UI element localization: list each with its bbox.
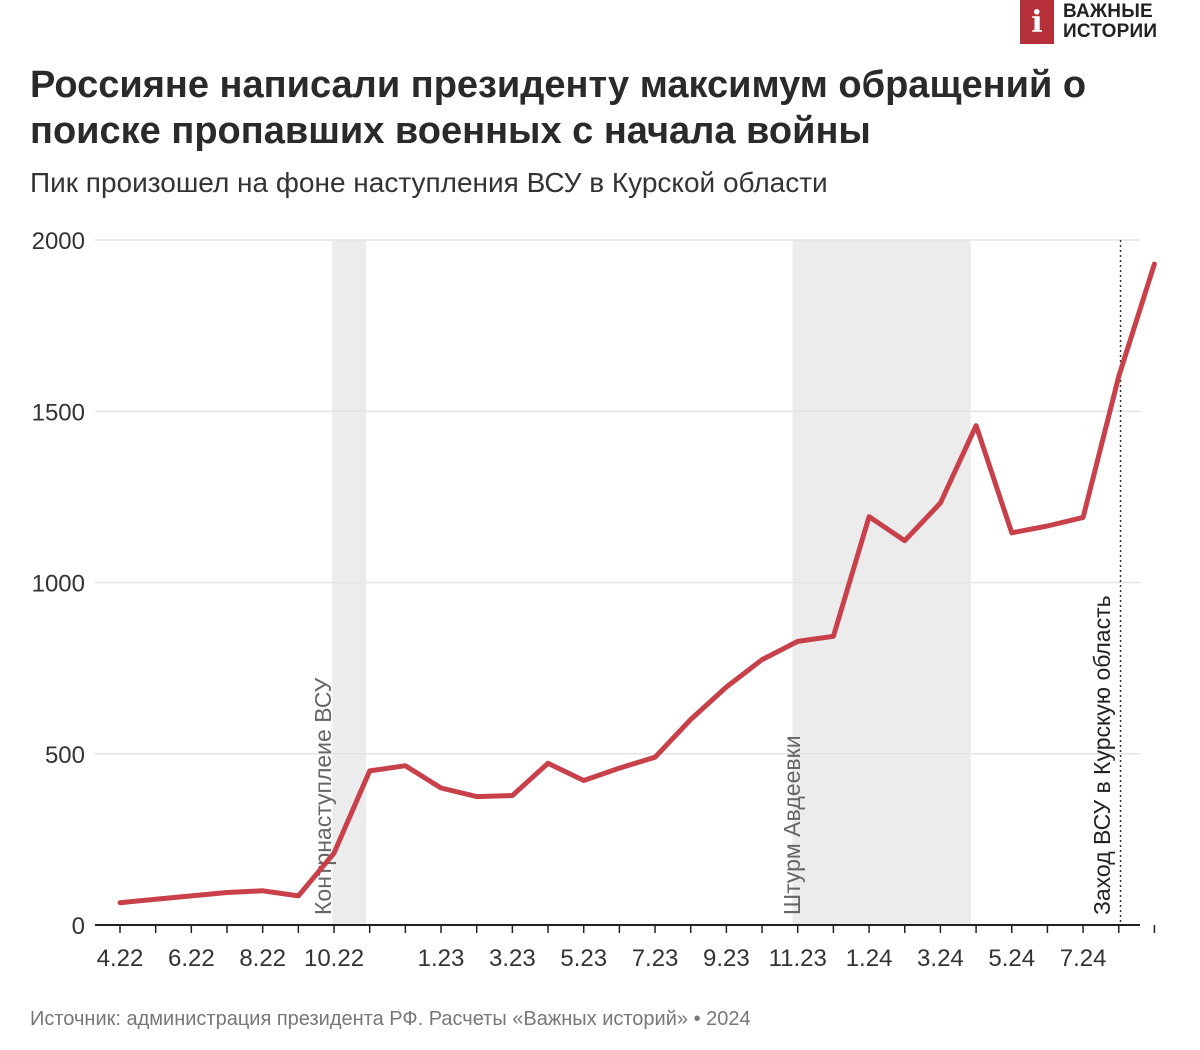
brand-name: ВАЖНЫЕ ИСТОРИИ (1063, 2, 1157, 42)
y-tick-label-2000: 2000 (32, 228, 85, 255)
series-line-0 (117, 261, 1157, 906)
source-note: Источник: администрация президента РФ. Р… (30, 1008, 751, 1030)
x-tick-label-10.22: 10.22 (304, 945, 364, 972)
x-tick-label-3.24: 3.24 (917, 945, 964, 972)
x-tick-label-5.24: 5.24 (988, 945, 1035, 972)
y-tick-label-1000: 1000 (32, 571, 85, 598)
x-tick-label-11.23: 11.23 (769, 945, 827, 972)
brand-line-2: ИСТОРИИ (1063, 21, 1158, 42)
y-tick-label-1500: 1500 (32, 399, 85, 426)
chart-subtitle: Пик произошел на фоне наступления ВСУ в … (30, 167, 828, 198)
x-tick-label-4.22: 4.22 (97, 945, 144, 972)
x-tick-label-1.24: 1.24 (846, 945, 893, 972)
x-tick-label-7.23: 7.23 (632, 945, 679, 972)
x-tick-label-9.23: 9.23 (703, 945, 750, 972)
highlight-label-1: Штурм Авдеевки (779, 735, 805, 915)
chart-title: Россияне написали президенту максимум об… (30, 64, 1087, 152)
brand-logo: i ВАЖНЫЕ ИСТОРИИ (1020, 0, 1157, 44)
x-tick-label-8.22: 8.22 (239, 945, 286, 972)
line-chart: 0 500 1000 1500 2000 4.22 6.22 8.22 10.22 1.23 3.2… (32, 228, 1157, 972)
x-tick-label-6.22: 6.22 (168, 945, 215, 972)
x-tick-label-3.23: 3.23 (489, 945, 536, 972)
event-label: Заход ВСУ в Курскую область (1089, 595, 1115, 915)
x-tick-label-7.24: 7.24 (1060, 945, 1107, 972)
x-tick-label-5.23: 5.23 (560, 945, 607, 972)
x-tick-label-1.23: 1.23 (418, 945, 465, 972)
y-tick-label-500: 500 (45, 742, 85, 769)
brand-line-1: ВАЖНЫЕ (1063, 1, 1153, 22)
brand-mark-icon: i (1020, 0, 1054, 44)
y-tick-label-0: 0 (72, 913, 85, 940)
